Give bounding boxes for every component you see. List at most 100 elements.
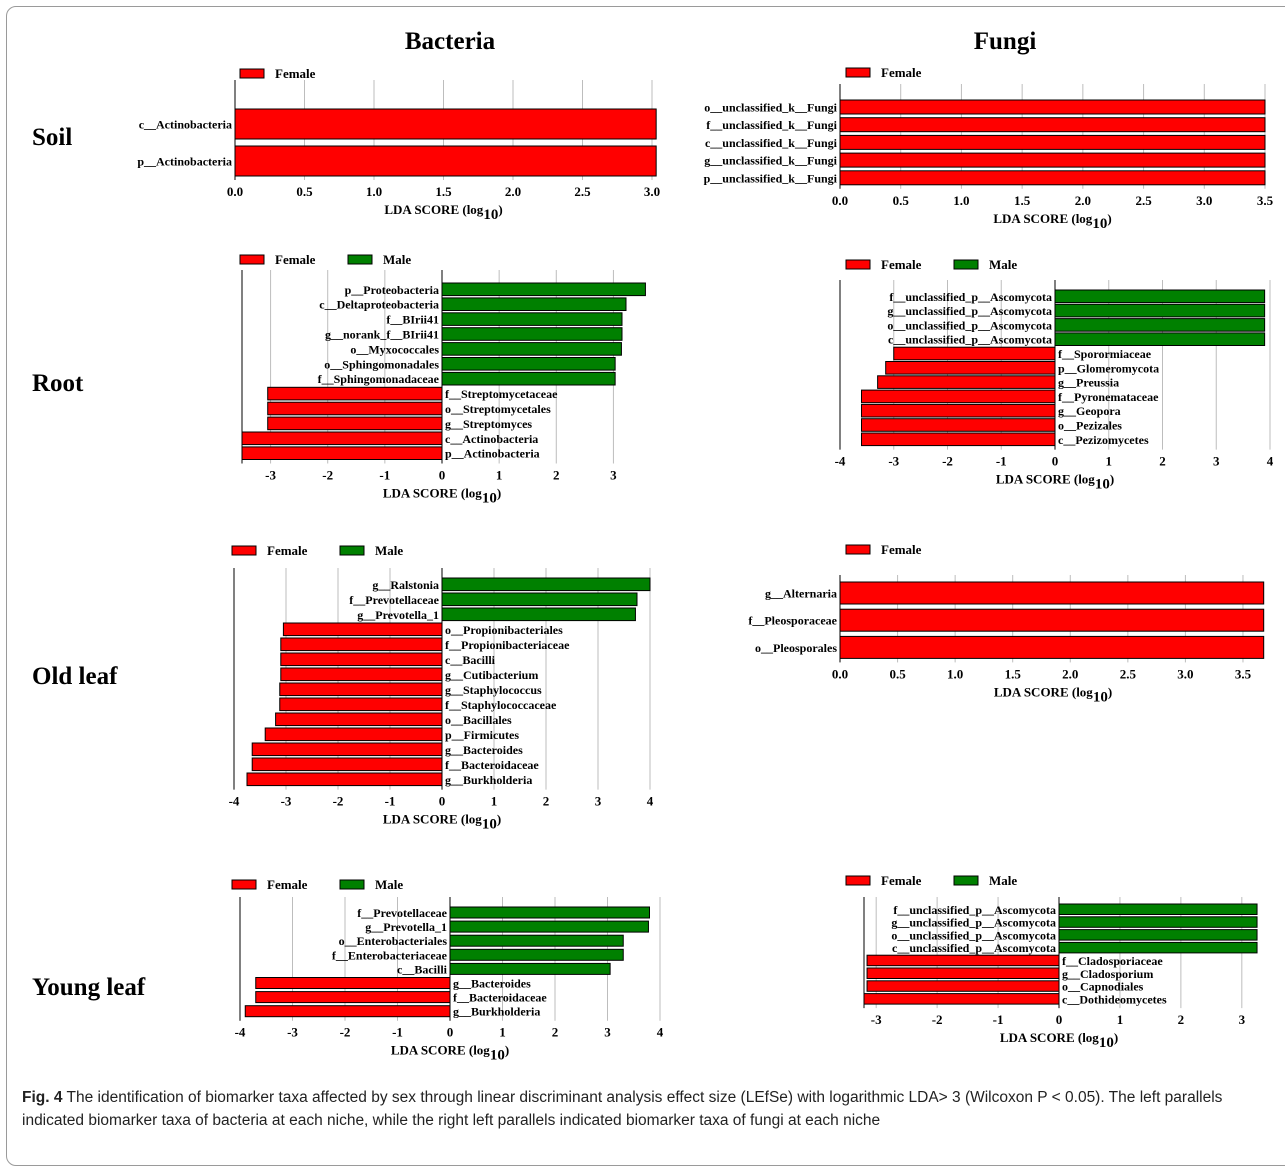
bar-label: c__unclassified_k__Fungi: [705, 136, 838, 150]
tick-label: 1.5: [1014, 193, 1031, 208]
bar-label: g__norank_f__BIrii41: [325, 328, 439, 342]
bar-g__Ralstonia: [441, 577, 651, 592]
bar-c__Dothideomycetes: [863, 993, 1060, 1005]
tick-label: 1.0: [947, 666, 963, 681]
bar-label: c__Actinobacteria: [445, 432, 538, 446]
x-axis-label: LDA SCORE (log10): [383, 812, 501, 833]
legend-swatch-male: [339, 879, 365, 890]
tick-label: -2: [333, 794, 344, 809]
tick-label: -2: [340, 1025, 351, 1040]
tick-label: -1: [392, 1025, 403, 1040]
figure-caption: Fig. 4 The identification of biomarker t…: [22, 1086, 1272, 1132]
tick-label: 3: [604, 1025, 611, 1040]
chart-soil-fungi: o__unclassified_k__Fungi f__unclassified_…: [704, 65, 1274, 232]
bar-f__BIrii41: [441, 312, 623, 326]
bar-g__Cutibacterium: [280, 667, 443, 682]
bar-label: o__unclassified_p__Ascomycota: [887, 318, 1052, 332]
bar-label: g__Cutibacterium: [445, 668, 538, 682]
chart-root-fungi: f__unclassified_p__Ascomycotag__unclassi…: [835, 257, 1274, 493]
x-axis-label: LDA SCORE (log10): [993, 211, 1111, 232]
bar-label: o__Sphingomonadales: [324, 357, 439, 371]
bar-label: g__Geopora: [1058, 404, 1121, 418]
tick-label: 1: [499, 1025, 506, 1040]
tick-label: 2: [543, 794, 550, 809]
chart-root-bacteria: p__Proteobacteriac__Deltaproteobacteriaf…: [239, 252, 646, 507]
tick-label: 3.0: [1177, 666, 1193, 681]
tick-label: 1: [496, 468, 503, 483]
bar-f__Pleosporaceae: [839, 608, 1265, 632]
bar-o__Pezizales: [861, 418, 1056, 432]
legend-swatch-female: [845, 259, 871, 270]
bar-label: g__Burkholderia: [453, 1005, 540, 1019]
bar-g__Streptomyces: [267, 416, 443, 431]
bar-label: f__Staphylococcaceae: [445, 698, 557, 712]
bar-label: o__unclassified_p__Ascomycota: [891, 928, 1056, 942]
tick-label: 2.0: [1062, 666, 1078, 681]
bar-o__unclassified_k__Fungi: [839, 99, 1266, 115]
column-header-fungi: Fungi: [973, 28, 1037, 55]
tick-label: -2: [932, 1012, 943, 1027]
tick-label: 2.5: [574, 184, 591, 199]
bar-g__Burkholderia: [244, 1005, 451, 1018]
bar-f__Pyronemataceae: [861, 389, 1056, 404]
bar-label: o__Pleosporales: [755, 641, 837, 655]
tick-label: 0: [447, 1025, 454, 1040]
bar-label: c__unclassified_p__Ascomycota: [892, 941, 1056, 955]
row-header-root: Root: [32, 370, 84, 397]
bar-label: o__Enterobacteriales: [339, 934, 448, 948]
tick-label: -2: [322, 468, 333, 483]
legend-label-female: Female: [881, 873, 922, 888]
caption-label: Fig. 4: [22, 1089, 63, 1106]
bar-c__unclassified_p__Ascomycota: [1054, 332, 1266, 346]
bar-label: p__Glomeromycota: [1058, 361, 1159, 375]
tick-label: 3.0: [644, 184, 660, 199]
bar-label: f__Enterobacteriaceae: [332, 948, 448, 962]
chart-oldleaf-bacteria: g__Ralstoniaf__Prevotellaceaeg__Prevotel…: [229, 543, 654, 833]
bar-f__Prevotellaceae: [441, 592, 638, 607]
bar-label: p__unclassified_k__Fungi: [704, 171, 838, 185]
tick-label: 1.5: [1005, 666, 1022, 681]
bar-label: g__Staphylococcus: [445, 683, 542, 697]
bar-o__Sphingomonadales: [441, 357, 616, 371]
bar-f__Cladosporiaceae: [866, 954, 1060, 967]
bar-f__Bacteroidaceae: [251, 757, 443, 772]
tick-label: -3: [888, 454, 899, 469]
legend-swatch-female: [231, 879, 257, 890]
bar-label: f__Bacteroidaceae: [445, 758, 539, 772]
tick-label: 4: [1267, 454, 1274, 469]
bar-f__Prevotellaceae: [449, 906, 650, 919]
tick-label: -1: [996, 454, 1007, 469]
bar-g__Bacteroides: [251, 742, 443, 757]
bar-o__Pleosporales: [839, 635, 1265, 659]
bar-label: c__Dothideomycetes: [1062, 992, 1167, 1006]
tick-label: 2.5: [1135, 193, 1152, 208]
bar-f__Enterobacteriaceae: [449, 948, 624, 961]
tick-label: 2: [1159, 454, 1166, 469]
legend-label-female: Female: [881, 542, 922, 557]
tick-label: 2.5: [1120, 666, 1137, 681]
tick-label: 2: [553, 468, 560, 483]
tick-label: -1: [385, 794, 396, 809]
tick-label: 1.5: [435, 184, 452, 199]
bar-label: g__Streptomyces: [445, 417, 532, 431]
x-axis-label: LDA SCORE (log10): [383, 486, 501, 507]
x-axis-label: LDA SCORE (log10): [996, 472, 1114, 493]
bar-p__unclassified_k__Fungi: [839, 170, 1266, 186]
tick-label: -3: [871, 1012, 882, 1027]
tick-label: 0.5: [889, 666, 906, 681]
bar-p__Firmicutes: [264, 727, 443, 742]
tick-label: 3: [595, 794, 602, 809]
bar-label: g__Ralstonia: [372, 578, 439, 592]
caption-text: The identification of biomarker taxa aff…: [22, 1089, 1223, 1129]
bar-g__Burkholderia: [246, 772, 443, 787]
tick-label: 0: [1052, 454, 1059, 469]
bar-label: c__Pezizomycetes: [1058, 433, 1149, 447]
bar-label: g__unclassified_k__Fungi: [704, 154, 837, 168]
tick-label: -3: [265, 468, 276, 483]
legend-label-male: Male: [375, 543, 403, 558]
tick-label: 0: [439, 468, 446, 483]
column-header-bacteria: Bacteria: [404, 28, 496, 55]
legend-label-female: Female: [275, 66, 316, 81]
bar-g__Geopora: [861, 403, 1056, 418]
